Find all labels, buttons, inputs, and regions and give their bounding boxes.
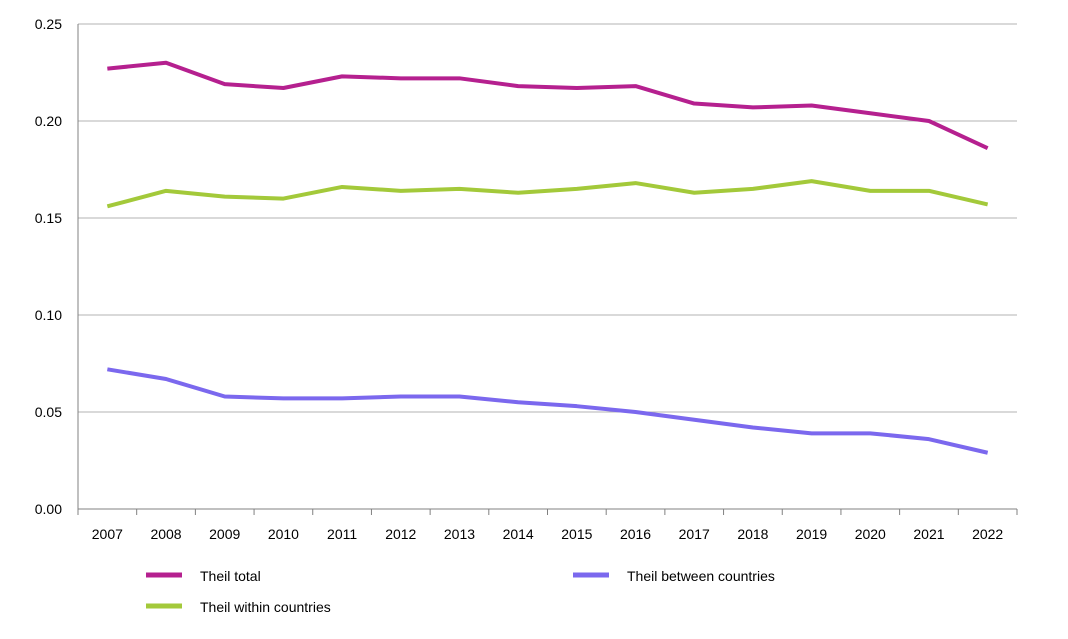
y-tick-label: 0.00	[35, 501, 62, 517]
x-tick-label: 2015	[561, 526, 592, 542]
x-tick-label: 2016	[620, 526, 651, 542]
x-tick-label: 2009	[209, 526, 240, 542]
x-tick-label: 2011	[327, 526, 357, 542]
x-tick-label: 2014	[503, 526, 534, 542]
x-tick-label: 2007	[92, 526, 123, 542]
x-tick-label: 2022	[972, 526, 1003, 542]
y-tick-label: 0.25	[35, 16, 62, 32]
y-tick-label: 0.20	[35, 113, 62, 129]
x-tick-label: 2017	[679, 526, 710, 542]
series-line-0	[107, 63, 987, 148]
y-tick-label: 0.05	[35, 404, 62, 420]
x-tick-label: 2019	[796, 526, 827, 542]
x-tick-label: 2018	[737, 526, 768, 542]
x-tick-label: 2013	[444, 526, 475, 542]
y-tick-label: 0.10	[35, 307, 62, 323]
x-tick-label: 2012	[385, 526, 416, 542]
x-tick-label: 2020	[855, 526, 886, 542]
series-line-1	[107, 181, 987, 206]
y-tick-label: 0.15	[35, 210, 62, 226]
legend-label: Theil total	[200, 568, 261, 584]
legend-label: Theil between countries	[627, 568, 775, 584]
legend-label: Theil within countries	[200, 599, 331, 615]
x-tick-label: 2008	[150, 526, 181, 542]
series-line-2	[107, 369, 987, 452]
x-tick-label: 2010	[268, 526, 299, 542]
x-tick-label: 2021	[913, 526, 944, 542]
